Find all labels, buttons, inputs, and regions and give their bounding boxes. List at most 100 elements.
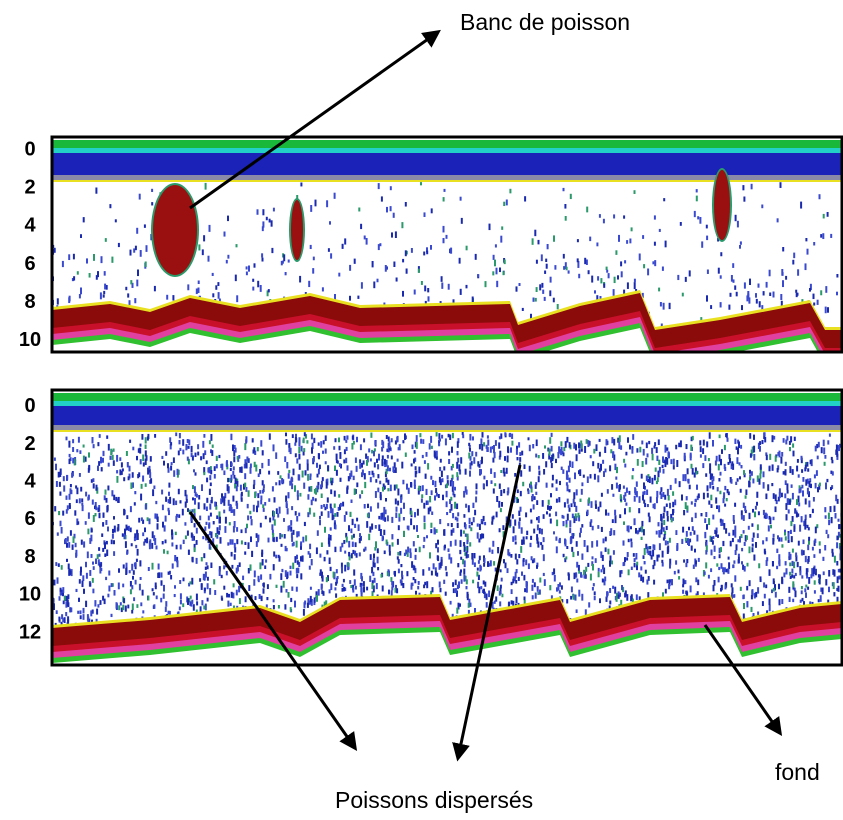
echo: [832, 471, 834, 475]
echo: [142, 455, 144, 462]
echo: [643, 529, 645, 535]
echo: [230, 434, 232, 440]
echo: [231, 592, 233, 598]
echo: [603, 283, 605, 287]
echo: [628, 491, 630, 495]
echo: [587, 476, 589, 483]
echo: [431, 512, 433, 515]
echo: [601, 569, 603, 572]
echo: [158, 564, 160, 570]
echo: [97, 554, 99, 559]
echo: [674, 571, 676, 575]
echo: [609, 588, 611, 593]
echo: [837, 597, 839, 602]
echo: [760, 464, 762, 469]
echo: [476, 572, 478, 577]
echo: [567, 499, 569, 504]
echo: [333, 446, 335, 450]
echo: [452, 464, 454, 468]
echo: [415, 555, 417, 560]
echo: [619, 570, 621, 577]
echo: [413, 525, 415, 529]
echo: [368, 534, 370, 540]
echo: [599, 214, 601, 218]
echo: [244, 473, 246, 479]
echo: [85, 601, 87, 607]
echo: [92, 478, 94, 482]
echo: [836, 536, 838, 541]
echo: [224, 526, 226, 533]
depth-tick-label: 12: [19, 621, 41, 643]
echo: [493, 255, 495, 260]
echo: [418, 467, 420, 474]
echo: [107, 527, 109, 532]
echo: [575, 513, 577, 518]
echo: [649, 546, 651, 549]
echo: [628, 539, 630, 542]
echo: [136, 559, 138, 562]
echo: [325, 449, 327, 454]
echo: [518, 554, 520, 558]
echo: [762, 440, 764, 444]
echo: [724, 467, 726, 471]
echo: [296, 574, 298, 578]
echo: [206, 460, 208, 464]
echo: [718, 464, 720, 471]
echo: [776, 549, 778, 553]
echo: [831, 549, 833, 553]
echo: [550, 277, 552, 283]
echo: [670, 485, 672, 490]
echo: [535, 454, 537, 458]
echo: [442, 495, 444, 500]
echo: [753, 454, 755, 460]
echo: [130, 483, 132, 489]
echo: [350, 512, 352, 517]
echo: [566, 437, 568, 443]
echo: [627, 437, 629, 442]
echo: [144, 224, 146, 227]
echo: [438, 443, 440, 446]
echo: [303, 609, 305, 616]
echo: [824, 507, 826, 512]
echo: [772, 561, 774, 566]
echo: [530, 536, 532, 540]
echo: [338, 494, 340, 497]
echo: [491, 521, 493, 524]
echo: [788, 539, 790, 543]
echo: [612, 494, 614, 497]
echo: [805, 585, 807, 588]
echo: [638, 508, 640, 513]
echo: [706, 524, 708, 530]
echo: [819, 194, 821, 199]
echo: [272, 533, 274, 537]
echo: [113, 449, 115, 452]
echo: [619, 514, 621, 518]
echo: [79, 579, 81, 584]
echo: [602, 565, 604, 570]
echo: [351, 443, 353, 450]
echo: [659, 229, 661, 232]
echo: [408, 488, 410, 494]
echo: [105, 238, 107, 242]
echo: [197, 452, 199, 456]
echo: [288, 470, 290, 473]
echo: [77, 521, 79, 524]
echo: [253, 485, 255, 489]
echo: [685, 563, 687, 567]
echo: [830, 487, 832, 490]
echo: [537, 538, 539, 544]
echo: [539, 578, 541, 583]
echo: [455, 517, 457, 521]
echo: [534, 582, 536, 587]
echo: [391, 587, 393, 591]
echo: [339, 463, 341, 467]
echo: [573, 499, 575, 504]
echo: [585, 609, 587, 615]
echo: [797, 293, 799, 296]
echo: [389, 551, 391, 555]
echo: [174, 585, 176, 588]
echo: [562, 469, 564, 473]
echo: [145, 450, 147, 456]
echo: [396, 484, 398, 488]
echo: [646, 443, 648, 449]
